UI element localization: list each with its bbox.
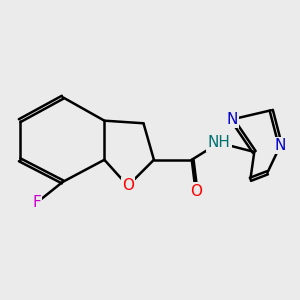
Text: O: O xyxy=(190,184,202,199)
Text: N: N xyxy=(226,112,238,127)
Text: O: O xyxy=(122,178,134,193)
Text: F: F xyxy=(32,195,41,210)
Text: NH: NH xyxy=(208,135,230,150)
Text: N: N xyxy=(275,138,286,153)
